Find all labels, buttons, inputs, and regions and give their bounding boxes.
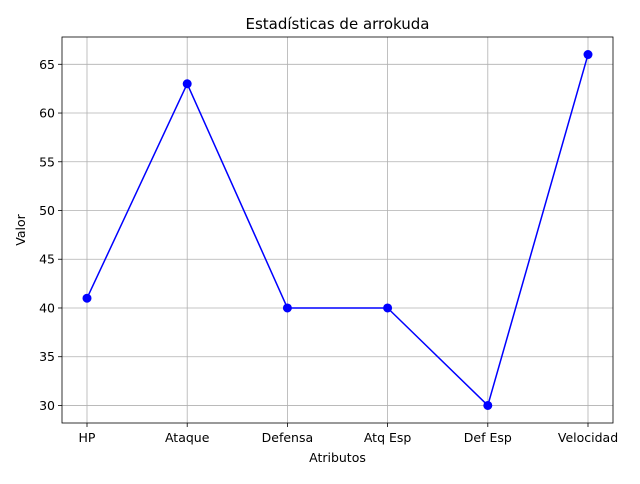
y-tick-label: 35 [39,349,55,364]
data-series [82,50,593,410]
y-tick-label: 50 [39,203,55,218]
x-axis-label: Atributos [309,450,366,465]
y-tick-label: 55 [39,154,55,169]
y-tick-label: 45 [39,252,55,267]
x-tick-label: HP [79,430,96,445]
data-point-marker [383,303,393,313]
axis-ticks: HP Ataque Defensa Atq Esp Def Esp Velocidad 30… [39,57,618,445]
chart-title: Estadísticas de arrokuda [245,15,429,33]
x-tick-label: Velocidad [558,430,618,445]
y-tick-label: 40 [39,300,55,315]
x-tick-label: Ataque [165,430,210,445]
x-tick-label: Defensa [262,430,314,445]
x-tick-label: Atq Esp [364,430,412,445]
grid [62,37,613,423]
y-tick-label: 60 [39,106,55,121]
y-axis-label: Valor [13,213,28,245]
data-point-marker [483,400,493,410]
data-point-marker [82,293,92,303]
y-tick-label: 30 [39,398,55,413]
data-point-marker [282,303,292,313]
data-point-marker [182,79,192,89]
series-line [86,54,589,407]
data-point-marker [583,50,593,60]
y-tick-label: 65 [39,57,55,72]
x-tick-label: Def Esp [464,430,512,445]
plot-frame [61,36,614,424]
